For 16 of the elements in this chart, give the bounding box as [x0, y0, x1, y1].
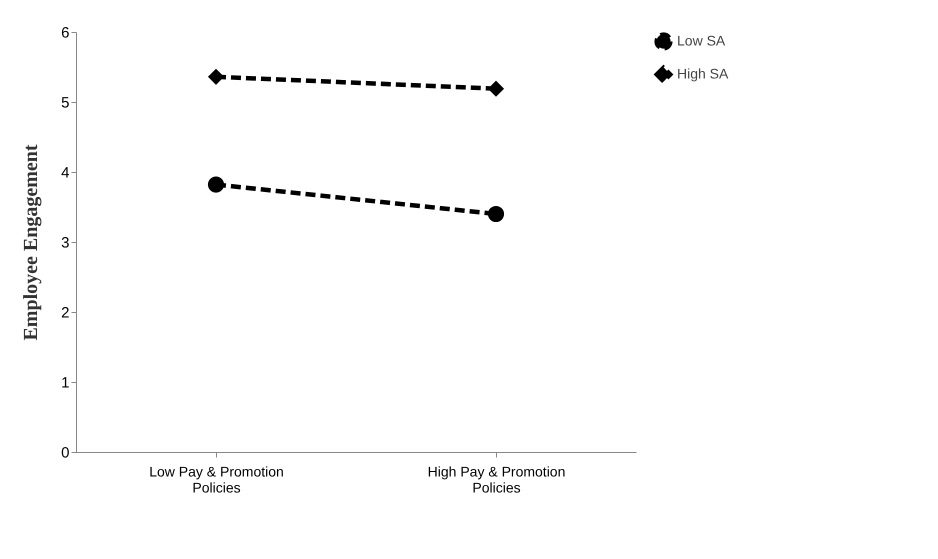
y-tick-label: 5 [61, 94, 70, 112]
point [488, 206, 504, 222]
y-tick-label: 1 [61, 374, 70, 392]
legend-label: Low SA [677, 32, 726, 48]
y-tick-label: 6 [61, 24, 70, 42]
x-tick-label: High Pay & Promotion Policies [428, 464, 566, 496]
y-tick-label: 3 [61, 234, 70, 252]
x-tick-label: Low Pay & Promotion Policies [149, 464, 284, 496]
y-tick-label: 4 [61, 164, 70, 182]
y-axis-title: Employee Engagement [20, 144, 42, 341]
point [488, 80, 504, 97]
point [208, 68, 224, 85]
y-tick-label: 2 [61, 304, 70, 322]
legend-label: High SA [677, 66, 730, 82]
y-tick-label: 0 [61, 444, 70, 462]
point [208, 176, 224, 193]
